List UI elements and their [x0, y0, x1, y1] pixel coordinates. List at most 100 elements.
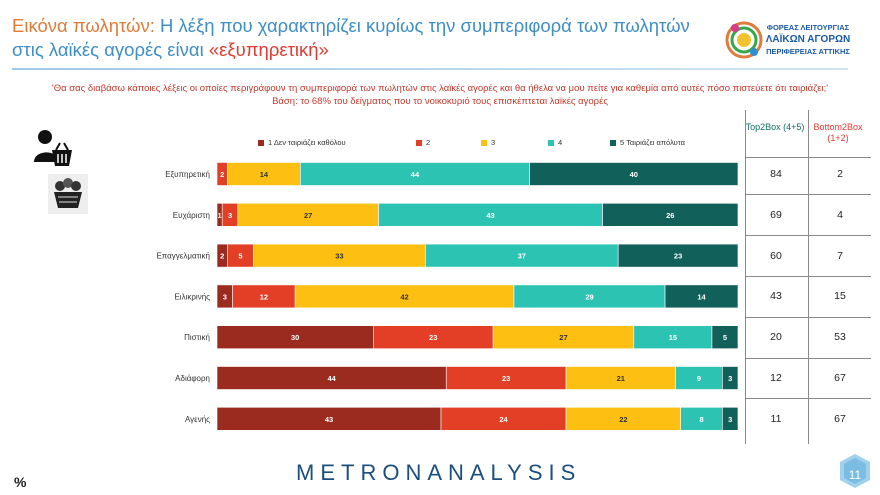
brand-wordmark: METRONANALYSIS: [296, 460, 582, 485]
bar-value-label: 43: [486, 211, 494, 220]
question-base: Βάση: το 68% του δείγματος που το νοικοκ…: [272, 96, 608, 107]
legend-item-3: 3: [481, 138, 495, 147]
bar-value-label: 5: [238, 252, 242, 261]
bar-value-label: 3: [223, 292, 227, 301]
category-label: Πιστική: [184, 333, 210, 342]
logo-emblem-icon: [725, 21, 763, 59]
title-lead: Εικόνα πωλητών:: [12, 15, 155, 36]
bottom2box-value: 7: [837, 249, 843, 262]
top2box-value: 12: [770, 372, 782, 384]
bottom2box-header: Bottom2Box (1+2): [813, 122, 863, 143]
table-gridline: [745, 157, 871, 158]
table-gridline: [745, 358, 871, 359]
legend-item-4: 4: [548, 138, 562, 147]
bar-value-label: 26: [666, 211, 674, 220]
legend-label: 2: [426, 138, 431, 147]
bar-segment: [664, 284, 739, 309]
table-gridline: [745, 317, 871, 318]
legend-swatch: [258, 140, 264, 147]
bar-value-label: 29: [585, 292, 593, 301]
bar-value-label: 23: [429, 333, 437, 342]
table-gridline: [745, 398, 871, 399]
legend-label: 3: [491, 138, 496, 147]
bar-value-label: 22: [619, 415, 627, 424]
legend-swatch: [481, 140, 487, 147]
legend-swatch: [416, 140, 422, 147]
bar-value-label: 21: [617, 374, 625, 383]
category-label: Αδιάφορη: [175, 374, 210, 383]
bar-value-label: 5: [723, 333, 727, 342]
top2box-value: 60: [770, 249, 782, 262]
category-label: Εξυπηρετική: [165, 170, 210, 179]
bar-value-label: 15: [669, 333, 677, 342]
legend-item-2: 2: [416, 138, 430, 147]
top2box-value: 84: [770, 168, 782, 180]
bar-value-label: 8: [699, 415, 703, 424]
bottom2box-value: 4: [837, 208, 843, 221]
table-gridline: [745, 235, 871, 236]
question-block: 'Θα σας διαβάσω κάποιες λέξεις οι οποίες…: [40, 82, 840, 108]
logo-line3: ΠΕΡΙΦΕΡΕΙΑΣ ΑΤΤΙΚΗΣ: [766, 47, 850, 56]
bar-value-label: 33: [335, 252, 343, 261]
page-number: 11: [848, 468, 862, 482]
legend-label: 4: [558, 138, 563, 147]
bar-value-label: 3: [228, 211, 232, 220]
logo-line1: ΦΟΡΕΑΣ ΛΕΙΤΟΥΡΓΙΑΣ: [766, 23, 850, 32]
top2box-value: 20: [770, 331, 782, 344]
bar-value-label: 24: [499, 415, 508, 424]
bar-value-label: 42: [400, 292, 408, 301]
title-divider: [12, 68, 848, 70]
bar-segment: [529, 162, 739, 186]
bar-value-label: 27: [304, 211, 312, 220]
bar-segment: [722, 406, 739, 431]
category-label: Επαγγελματική: [156, 252, 210, 261]
legend-item-5: 5 Ταιριάζει απόλυτα: [610, 138, 685, 147]
bar-value-label: 1: [218, 211, 222, 220]
bar-segment: [617, 243, 739, 268]
bar-value-label: 14: [697, 292, 706, 301]
bar-value-label: 2: [220, 252, 224, 261]
percent-sign: %: [14, 474, 27, 490]
bar-segment: [711, 325, 739, 350]
table-gridline: [745, 276, 871, 277]
bar-value-label: 44: [411, 170, 420, 179]
question-text: 'Θα σας διαβάσω κάποιες λέξεις οι οποίες…: [51, 83, 829, 94]
bar-value-label: 40: [630, 170, 638, 179]
bar-value-label: 44: [327, 374, 336, 383]
bar-value-label: 9: [697, 374, 701, 383]
bar-value-label: 12: [260, 292, 268, 301]
bar-value-label: 43: [325, 415, 333, 424]
legend-swatch: [548, 140, 554, 147]
top2box-value: 69: [770, 208, 782, 221]
bar-value-label: 23: [674, 252, 682, 261]
bottom2box-value: 67: [834, 372, 846, 384]
legend-swatch: [610, 140, 616, 147]
bar-value-label: 3: [728, 415, 732, 424]
bar-segment: [602, 203, 739, 227]
top2box-value: 11: [770, 412, 782, 425]
table-gridline: [745, 194, 871, 195]
top2box-header: Top2Box (4+5): [745, 122, 805, 132]
bottom2box-value: 53: [834, 331, 846, 344]
bar-value-label: 23: [502, 374, 510, 383]
logo-text: ΦΟΡΕΑΣ ΛΕΙΤΟΥΡΓΙΑΣ ΛΑΪΚΩΝ ΑΓΟΡΩΝ ΠΕΡΙΦΕΡ…: [762, 22, 854, 58]
category-label: Ειλικρινής: [174, 292, 210, 301]
legend-item-1: 1 Δεν ταιριάζει καθόλου: [258, 138, 346, 147]
bottom2box-value: 67: [834, 412, 846, 425]
table-gridline: [808, 110, 809, 444]
bar-value-label: 27: [559, 333, 567, 342]
top2box-value: 43: [770, 290, 782, 303]
category-label: Αγενής: [185, 415, 210, 424]
title-highlight: «εξυπηρετική»: [208, 39, 329, 60]
bar-value-label: 14: [260, 170, 269, 179]
legend-label: 1 Δεν ταιριάζει καθόλου: [268, 138, 346, 147]
vegetable-basket-icon: [48, 174, 88, 214]
bar-value-label: 30: [291, 333, 299, 342]
bar-value-label: 37: [518, 252, 526, 261]
bottom2box-value: 2: [837, 168, 843, 180]
bar-value-label: 3: [728, 374, 732, 383]
title-main: Η λέξη που χαρακτηρίζει κυρίως την συμπε…: [12, 15, 690, 60]
bar-value-label: 2: [220, 170, 224, 179]
logo-line2: ΛΑΪΚΩΝ ΑΓΟΡΩΝ: [765, 34, 851, 45]
